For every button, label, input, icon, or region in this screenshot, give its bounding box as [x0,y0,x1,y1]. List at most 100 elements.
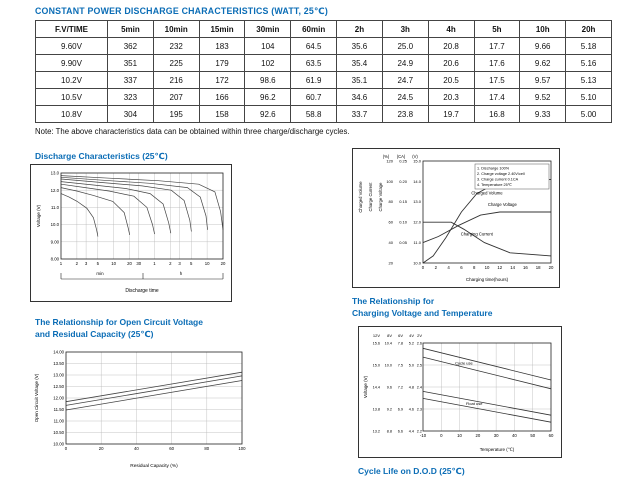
series-line [60,176,208,230]
x-tick-label: 1 [153,261,156,266]
x-tick-label: 40 [512,433,517,438]
data-cell: 24.7 [381,71,429,89]
y-tick-label: 8.00 [51,257,60,262]
x-tick-label: 0 [422,265,425,270]
chart-text: Charge Voltage [488,202,518,207]
data-cell: 102 [244,54,292,72]
column-header: 30min [244,20,292,38]
series-line [422,398,552,423]
plot-frame [60,172,224,260]
charging-voltage-temperature-chart: -10 0 10 20 30 40 50 60 12V 8V 6V 4V 2V 15.6 15.0 14.4 1… [358,326,562,458]
x-tick-label: 80 [204,446,209,451]
plot-frame [422,160,552,264]
x-tick-label: 16 [523,265,528,270]
column-header: 10h [519,20,567,38]
x-tick-label: 30 [494,433,499,438]
chart-text: 2.2 [417,429,422,433]
series-line [422,347,552,381]
chart-text: 6.9 [398,407,403,411]
x-tick-label: 5 [97,261,100,266]
data-cell: 60.7 [290,88,338,106]
x-tick-label: 10 [485,265,490,270]
series-line [60,181,172,234]
data-cell: 20.8 [427,37,475,55]
data-cell: 17.7 [473,37,521,55]
chart-text: 40 [389,240,394,245]
discharge-characteristics-chart: 1 2 3 5 10 20 30 1 2 3 5 10 20 13.0 12.0 11.0 10.0 9.00 8.… [30,164,232,302]
data-cell: 5.10 [565,88,612,106]
chart-text: 60 [389,220,394,225]
x-tick-label: 20 [99,446,104,451]
x-tick-label: 50 [530,433,535,438]
chart-text: 2.3 [417,407,422,411]
data-cell: 172 [198,71,246,89]
chart-text: 13.8 [373,407,380,411]
chart-text: 2V [417,333,422,338]
y-tick-label: 11.0 [51,205,60,210]
chart-text: 9.2 [387,407,392,411]
y-tick-label: 12.0 [51,188,60,193]
y-tick-label: 12.00 [53,396,64,401]
chart-text: 100 [386,179,393,184]
discharge-table-header-row: F.V/TIME 5min 10min 15min 30min 60min 2h 3h 4h 5h… [35,20,612,38]
data-cell: 362 [107,37,154,55]
x-tick-label: 12 [497,265,502,270]
data-cell: 92.6 [244,105,292,123]
data-cell: 96.2 [244,88,292,106]
y-tick-label: 13.0 [51,171,60,176]
series-line [60,193,99,237]
data-cell: 166 [198,88,246,106]
chart-text: (CA) [397,154,406,159]
x-tick-label: 20 [127,261,132,266]
column-header: 4h [427,20,475,38]
chart-text: 20 [389,260,394,265]
chart-text: (V) [412,154,418,159]
plot-frame [422,342,552,432]
data-cell: 24.5 [381,88,429,106]
chart-text: 2. Charge voltage 2.40V/cell [477,172,525,176]
chart-text: Charge Voltage [378,182,383,212]
chart-text: 0.05 [399,240,408,245]
data-cell: 17.5 [473,71,521,89]
data-cell: 216 [152,71,200,89]
table-note: Note: The above characteristics data can… [35,127,350,136]
chart-text: 15.0 [373,363,380,367]
chart-text: 9.6 [387,385,392,389]
chart-text: Open Circuit Voltage (V) [34,373,39,422]
series-line [65,380,243,411]
data-cell: 17.4 [473,88,521,106]
x-tick-label: 60 [549,433,554,438]
series-line [422,391,552,416]
x-tick-label: 6 [460,265,463,270]
chart-text: 1. Discharge 100% [477,167,510,171]
discharge-chart-title: Discharge Characteristics (25℃) [35,151,168,161]
data-cell: 337 [107,71,154,89]
page-title: CONSTANT POWER DISCHARGE CHARACTERISTICS… [35,6,328,16]
chart-text: 0.10 [399,220,408,225]
chart-text: 0.25 [399,159,408,164]
data-cell: 5.00 [565,105,612,123]
data-cell: 9.66 [519,37,567,55]
data-cell: 20.6 [427,54,475,72]
x-tick-label: 20 [549,265,554,270]
chart-text: 0.15 [399,199,408,204]
chart-text: 4.4 [409,429,414,433]
chart-text: Temperature (℃) [480,447,515,452]
chart-text: Charged Volume [471,191,503,196]
cycle-life-title: Cycle Life on D.O.D (25℃) [358,466,465,476]
x-tick-label: 0 [440,433,443,438]
column-header: 20h [565,20,612,38]
series-line [60,187,131,235]
chart-text: 4. Temperature 25℃ [477,183,512,187]
ocv-residual-capacity-chart: 0 20 40 60 80 100 14.00 13.50 13.00 12.50 12.00 11.… [30,344,252,472]
ocv-title-line2: and Residual Capacity (25℃) [35,329,154,339]
chart-text: 13.2 [373,429,380,433]
table-row: 10.8V 304 195 158 92.6 58.8 33.7 23.8 19.7 16.8 9.… [35,105,612,123]
chart-text: 6.6 [398,429,403,433]
chart-text: 11.0 [414,240,422,245]
data-cell: 9.52 [519,88,567,106]
chart-text: 4V [409,333,414,338]
data-cell: 179 [198,54,246,72]
table-row: 10.5V 323 207 166 96.2 60.7 34.6 24.5 20.3 17.4 9.… [35,88,612,106]
data-cell: 98.6 [244,71,292,89]
